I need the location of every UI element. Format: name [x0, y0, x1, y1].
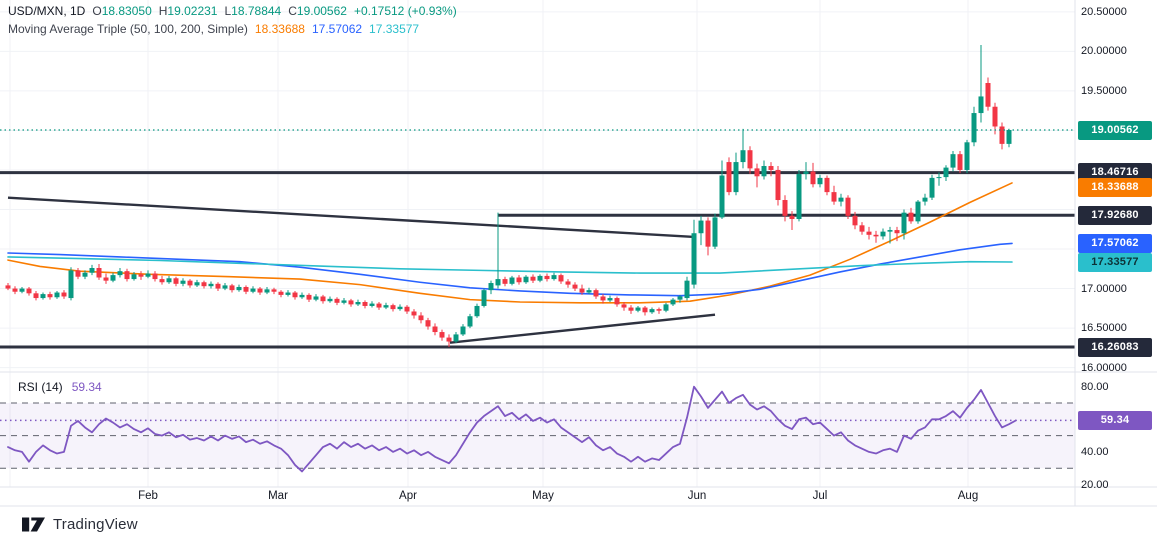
rsi-axis-label: 80.00: [1081, 380, 1109, 393]
ohlc-open: O18.83050: [92, 4, 152, 18]
time-axis-month-label: Aug: [957, 490, 979, 502]
axis-price-badge: 59.34: [1078, 410, 1152, 430]
time-axis-month-label: Apr: [399, 490, 417, 502]
indicator-row-rsi[interactable]: RSI (14) 59.34: [18, 380, 102, 394]
ohlc-high: H19.02231: [158, 4, 218, 18]
rsi-axis-label: 40.00: [1081, 445, 1109, 458]
ohlc-low: L18.78844: [224, 4, 282, 18]
price-axis-label: 20.00000: [1081, 45, 1127, 58]
price-axis-label: 17.00000: [1081, 282, 1127, 295]
rsi-axis-label: 20.00: [1081, 478, 1109, 491]
time-axis-month-label: Jul: [812, 490, 828, 502]
axis-price-badge: 18.46716: [1078, 163, 1152, 183]
price-axis-label: 16.50000: [1081, 322, 1127, 335]
axis-price-badge: 19.00562: [1078, 120, 1152, 140]
ma50-value: 18.33688: [254, 22, 305, 36]
indicator-row-ma-triple[interactable]: Moving Average Triple (50, 100, 200, Sim…: [8, 22, 419, 36]
time-axis-month-label: May: [532, 490, 554, 502]
axis-price-badge: 17.92680: [1078, 205, 1152, 225]
time-axis-month-label: Jun: [687, 490, 707, 502]
price-axis-label: 16.00000: [1081, 361, 1127, 374]
tradingview-logo-text: TradingView: [53, 516, 138, 533]
tradingview-logo[interactable]: TradingView: [22, 516, 138, 533]
change-value: +0.17512 (+0.93%): [353, 4, 457, 18]
axis-price-badge: 17.33577: [1078, 252, 1152, 272]
time-axis-month-label: Feb: [138, 490, 158, 502]
price-axis-label: 19.50000: [1081, 84, 1127, 97]
ohlc-close: C19.00562: [288, 4, 347, 18]
ma100-value: 17.57062: [311, 22, 363, 36]
rsi-value: 59.34: [71, 380, 102, 394]
rsi-name: RSI (14): [18, 380, 63, 394]
ma200-value: 17.33577: [369, 22, 420, 36]
time-axis-month-label: Mar: [268, 490, 288, 502]
indicator-name: Moving Average Triple (50, 100, 200, Sim…: [8, 22, 248, 36]
price-axis-label: 20.50000: [1081, 5, 1127, 18]
axis-price-badge: 17.57062: [1078, 233, 1152, 253]
tradingview-logo-icon: [22, 517, 45, 532]
axis-price-badge: 16.26083: [1078, 337, 1152, 357]
symbol-ohlc-row[interactable]: USD/MXN, 1D O18.83050 H19.02231 L18.7884…: [8, 4, 457, 18]
axis-price-badge: 18.33688: [1078, 178, 1152, 198]
symbol-title: USD/MXN, 1D: [8, 4, 86, 18]
